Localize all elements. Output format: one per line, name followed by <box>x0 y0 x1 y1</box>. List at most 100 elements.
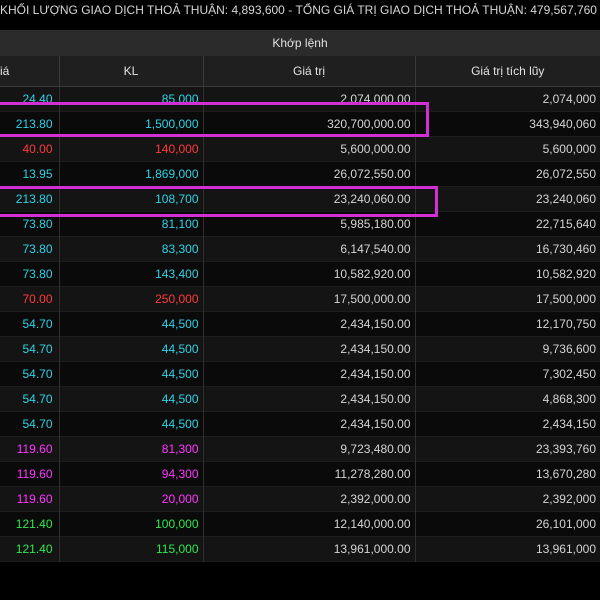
volume-cell: 100,000 <box>58 511 203 537</box>
price-cell: 54.70 <box>22 417 53 431</box>
price-cell: 73.80 <box>22 267 53 281</box>
value-cell: 2,434,150.00 <box>202 336 415 362</box>
volume-cell: 20,000 <box>58 486 203 512</box>
value-label: TỔNG GIÁ TRỊ GIAO DỊCH THOẢ THUẬN: <box>295 3 527 17</box>
value-cell: 2,434,150.00 <box>202 361 415 387</box>
value-cell: 23,240,060.00 <box>202 186 415 212</box>
value-cell: 17,500,000.00 <box>202 286 415 312</box>
cumulative-value-cell: 13,670,280 <box>414 461 600 487</box>
table-row[interactable]: 121.40 100,000 12,140,000.00 26,101,000 <box>0 511 600 537</box>
volume-cell: 44,500 <box>58 336 203 362</box>
cumulative-value-cell: 12,170,750 <box>414 311 600 337</box>
value-cell: 2,074,000.00 <box>202 86 415 112</box>
value-cell: 5,985,180.00 <box>202 211 415 237</box>
value-cell: 320,700,000.00 <box>202 111 415 137</box>
value-cell: 2,434,150.00 <box>202 411 415 437</box>
price-cell: 54.70 <box>22 392 53 406</box>
col-volume-header[interactable]: KL <box>58 56 203 87</box>
price-cell: 70.00 <box>22 292 53 306</box>
price-cell: 13.95 <box>22 167 53 181</box>
price-cell: 119.60 <box>16 442 53 456</box>
price-cell: 73.80 <box>22 242 53 256</box>
price-cell: 24.40 <box>22 92 53 106</box>
volume-cell: 115,000 <box>58 536 203 562</box>
cumulative-value-cell: 13,961,000 <box>414 536 600 562</box>
table-row[interactable]: 73.80 81,100 5,985,180.00 22,715,640 <box>0 211 600 237</box>
price-cell: 40.00 <box>22 142 53 156</box>
cumulative-value-cell: 4,868,300 <box>414 386 600 412</box>
volume-cell: 94,300 <box>58 461 203 487</box>
value-cell: 6,147,540.00 <box>202 236 415 262</box>
table-row[interactable]: 213.80 108,700 23,240,060.00 23,240,060 <box>0 186 600 212</box>
volume-cell: 108,700 <box>58 186 203 212</box>
table-row[interactable]: 73.80 83,300 6,147,540.00 16,730,460 <box>0 236 600 262</box>
volume-cell: 1,869,000 <box>58 161 203 187</box>
table-row[interactable]: 54.70 44,500 2,434,150.00 4,868,300 <box>0 386 600 412</box>
table-row[interactable]: 73.80 143,400 10,582,920.00 10,582,920 <box>0 261 600 287</box>
summary-separator: - <box>288 3 293 17</box>
table-row[interactable]: 119.60 81,300 9,723,480.00 23,393,760 <box>0 436 600 462</box>
value-cell: 9,723,480.00 <box>202 436 415 462</box>
cumulative-value-cell: 17,500,000 <box>414 286 600 312</box>
table-row[interactable]: 54.70 44,500 2,434,150.00 2,434,150 <box>0 411 600 437</box>
volume-cell: 44,500 <box>58 311 203 337</box>
cumulative-value-cell: 2,434,150 <box>414 411 600 437</box>
cumulative-value-cell: 26,101,000 <box>414 511 600 537</box>
value-cell: 12,140,000.00 <box>202 511 415 537</box>
table-row[interactable]: 24.40 85,000 2,074,000.00 2,074,000 <box>0 86 600 112</box>
volume-cell: 140,000 <box>58 136 203 162</box>
cumulative-value-cell: 26,072,550 <box>414 161 600 187</box>
price-cell: 54.70 <box>22 367 53 381</box>
price-cell: 54.70 <box>22 317 53 331</box>
matched-orders-table: iá KL Giá trị Giá trị tích lũy 24.40 85,0… <box>0 56 600 562</box>
value-cell: 5,600,000.00 <box>202 136 415 162</box>
table-row[interactable]: 119.60 94,300 11,278,280.00 13,670,280 <box>0 461 600 487</box>
value-value: 479,567,760 <box>530 3 597 17</box>
table-row[interactable]: 121.40 115,000 13,961,000.00 13,961,000 <box>0 536 600 562</box>
table-row[interactable]: 119.60 20,000 2,392,000.00 2,392,000 <box>0 486 600 512</box>
table-row[interactable]: 54.70 44,500 2,434,150.00 12,170,750 <box>0 311 600 337</box>
cumulative-value-cell: 22,715,640 <box>414 211 600 237</box>
cumulative-value-cell: 343,940,060 <box>414 111 600 137</box>
table-row[interactable]: 13.95 1,869,000 26,072,550.00 26,072,550 <box>0 161 600 187</box>
price-cell: 119.60 <box>16 467 53 481</box>
table-row[interactable]: 54.70 44,500 2,434,150.00 9,736,600 <box>0 336 600 362</box>
cumulative-value-cell: 23,393,760 <box>414 436 600 462</box>
col-cumulative-header[interactable]: Giá trị tích lũy <box>414 56 600 87</box>
col-value-header[interactable]: Giá trị <box>202 56 415 87</box>
cumulative-value-cell: 7,302,450 <box>414 361 600 387</box>
volume-cell: 44,500 <box>58 361 203 387</box>
trade-summary: KHỐI LƯỢNG GIAO DỊCH THOẢ THUẬN: 4,893,6… <box>0 0 600 20</box>
price-cell: 121.40 <box>15 517 53 531</box>
volume-cell: 85,000 <box>58 86 203 112</box>
value-cell: 11,278,280.00 <box>202 461 415 487</box>
volume-cell: 81,300 <box>58 436 203 462</box>
volume-cell: 250,000 <box>58 286 203 312</box>
value-cell: 10,582,920.00 <box>202 261 415 287</box>
price-cell: 73.80 <box>22 217 53 231</box>
matched-orders-header: Khớp lệnh <box>0 30 600 56</box>
volume-cell: 143,400 <box>58 261 203 287</box>
table-row[interactable]: 213.80 1,500,000 320,700,000.00 343,940,060 <box>0 111 600 137</box>
col-price-header[interactable]: iá <box>0 56 59 87</box>
value-cell: 26,072,550.00 <box>202 161 415 187</box>
cumulative-value-cell: 16,730,460 <box>414 236 600 262</box>
table-row[interactable]: 54.70 44,500 2,434,150.00 7,302,450 <box>0 361 600 387</box>
volume-cell: 81,100 <box>58 211 203 237</box>
column-header-row: iá KL Giá trị Giá trị tích lũy <box>0 56 600 87</box>
price-cell: 213.80 <box>15 192 53 206</box>
cumulative-value-cell: 5,600,000 <box>414 136 600 162</box>
volume-cell: 1,500,000 <box>58 111 203 137</box>
cumulative-value-cell: 9,736,600 <box>414 336 600 362</box>
cumulative-value-cell: 23,240,060 <box>414 186 600 212</box>
table-row[interactable]: 40.00 140,000 5,600,000.00 5,600,000 <box>0 136 600 162</box>
cumulative-value-cell: 2,074,000 <box>414 86 600 112</box>
price-cell: 54.70 <box>22 342 53 356</box>
volume-label: KHỐI LƯỢNG GIAO DỊCH THOẢ THUẬN: <box>0 3 229 17</box>
price-cell: 213.80 <box>15 117 53 131</box>
price-cell: 119.60 <box>16 492 53 506</box>
volume-cell: 44,500 <box>58 411 203 437</box>
table-row[interactable]: 70.00 250,000 17,500,000.00 17,500,000 <box>0 286 600 312</box>
volume-cell: 83,300 <box>58 236 203 262</box>
value-cell: 13,961,000.00 <box>202 536 415 562</box>
